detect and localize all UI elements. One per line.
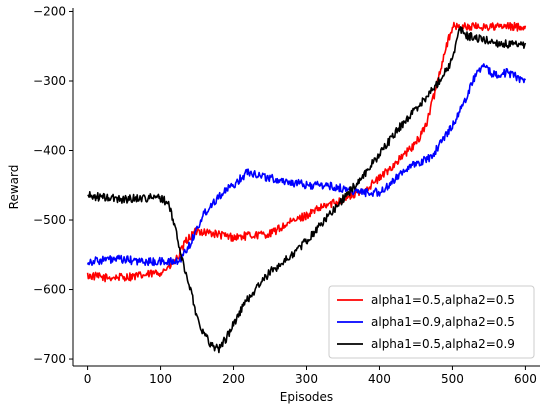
legend-label-2: alpha1=0.9,alpha2=0.5 bbox=[371, 315, 515, 329]
x-tick-label: 300 bbox=[295, 372, 318, 386]
x-tick-label: 400 bbox=[368, 372, 391, 386]
x-tick-label: 500 bbox=[441, 372, 464, 386]
y-axis-label: Reward bbox=[7, 165, 21, 210]
y-tick-label: −700 bbox=[33, 352, 66, 366]
x-tick-label: 600 bbox=[514, 372, 537, 386]
series-line-2 bbox=[86, 63, 527, 267]
x-tick-label: 100 bbox=[149, 372, 172, 386]
legend-label-3: alpha1=0.5,alpha2=0.9 bbox=[371, 337, 515, 351]
y-tick-label: −600 bbox=[33, 283, 66, 297]
x-tick-label: 200 bbox=[222, 372, 245, 386]
legend-box bbox=[328, 285, 535, 359]
axes: 0 100 200 300 400 500 600 −700 −600 −500 −400 −300 −… bbox=[7, 4, 540, 404]
x-tick-label: 0 bbox=[84, 372, 92, 386]
y-tick-label: −200 bbox=[33, 4, 66, 18]
y-tick-label: −400 bbox=[33, 144, 66, 158]
y-tick-label: −500 bbox=[33, 213, 66, 227]
series-line-1 bbox=[86, 21, 527, 283]
legend-label-1: alpha1=0.5,alpha2=0.5 bbox=[371, 293, 515, 307]
series-line-3 bbox=[87, 26, 527, 354]
legend: alpha1=0.5,alpha2=0.5 alpha1=0.9,alpha2=0… bbox=[328, 285, 535, 359]
y-tick-label: −300 bbox=[33, 74, 66, 88]
series-lines bbox=[86, 21, 527, 354]
x-axis-label: Episodes bbox=[280, 390, 333, 404]
